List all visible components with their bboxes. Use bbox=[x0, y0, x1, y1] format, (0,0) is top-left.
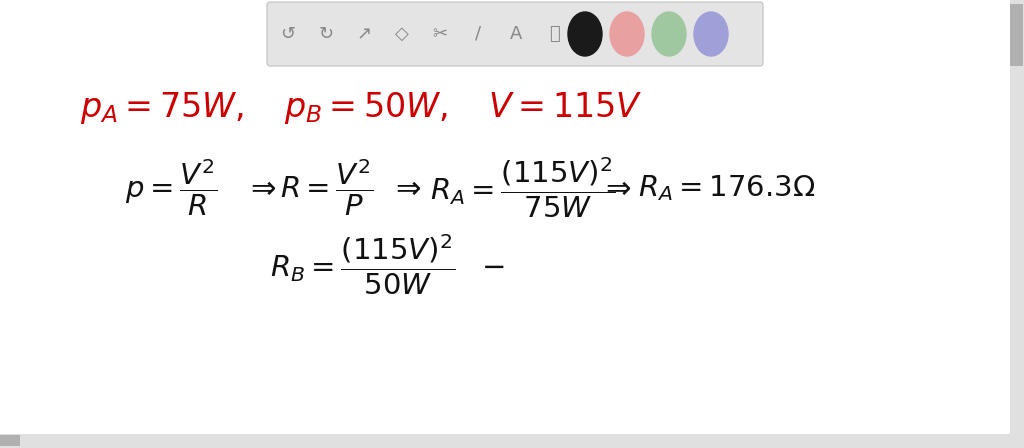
Ellipse shape bbox=[694, 12, 728, 56]
Text: $\mathit{p} = \dfrac{V^2}{R}$: $\mathit{p} = \dfrac{V^2}{R}$ bbox=[125, 158, 217, 218]
Bar bbox=[1010, 0, 1024, 448]
Text: ↗: ↗ bbox=[356, 25, 372, 43]
Text: $R_A{=}\dfrac{(115V)^2}{75W}$: $R_A{=}\dfrac{(115V)^2}{75W}$ bbox=[430, 156, 615, 220]
Text: $R = \dfrac{V^2}{P}$: $R = \dfrac{V^2}{P}$ bbox=[280, 158, 374, 218]
Text: ◇: ◇ bbox=[395, 25, 409, 43]
Text: ⬛: ⬛ bbox=[549, 25, 559, 43]
Text: $\Rightarrow$: $\Rightarrow$ bbox=[390, 173, 422, 202]
Ellipse shape bbox=[652, 12, 686, 56]
FancyBboxPatch shape bbox=[1010, 4, 1023, 66]
Ellipse shape bbox=[610, 12, 644, 56]
Ellipse shape bbox=[568, 12, 602, 56]
Text: ↻: ↻ bbox=[318, 25, 334, 43]
Text: $\Rightarrow$: $\Rightarrow$ bbox=[245, 173, 278, 202]
Text: $\Rightarrow$: $\Rightarrow$ bbox=[600, 173, 632, 202]
Text: ✂: ✂ bbox=[432, 25, 447, 43]
Bar bbox=[0, 435, 20, 446]
FancyBboxPatch shape bbox=[267, 2, 763, 66]
Text: $R_A = 176.3\Omega$: $R_A = 176.3\Omega$ bbox=[638, 173, 815, 203]
Text: A: A bbox=[510, 25, 522, 43]
Text: ↺: ↺ bbox=[281, 25, 296, 43]
Bar bbox=[0, 434, 1010, 448]
Text: $\mathit{p}_A = 75W, \quad \mathit{p}_B = 50W, \quad V{=}115V$: $\mathit{p}_A = 75W, \quad \mathit{p}_B … bbox=[80, 90, 643, 126]
Text: /: / bbox=[475, 25, 481, 43]
Text: $R_B = \dfrac{(115V)^2}{50W}\ \ -$: $R_B = \dfrac{(115V)^2}{50W}\ \ -$ bbox=[270, 233, 505, 297]
